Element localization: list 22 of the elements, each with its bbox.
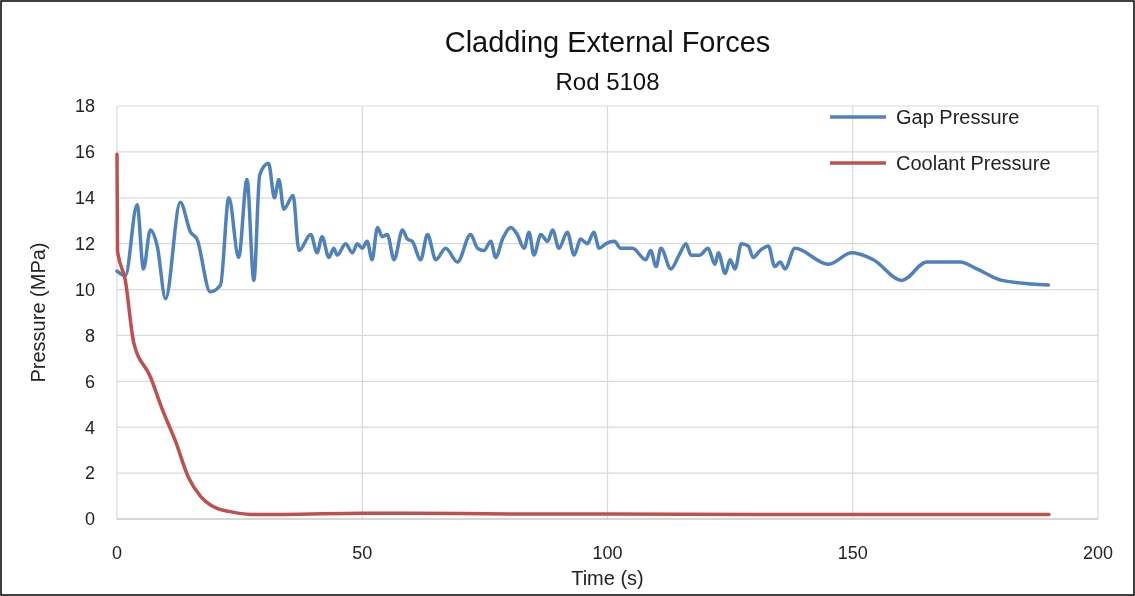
y-axis-title: Pressure (MPa) [27, 242, 49, 383]
y-tick-label: 18 [74, 96, 95, 117]
y-tick-label: 0 [84, 509, 95, 530]
y-tick-label: 14 [74, 188, 95, 209]
x-tick-label: 100 [592, 543, 623, 563]
legend-label: Gap Pressure [896, 106, 1020, 128]
x-tick-label: 50 [352, 543, 373, 563]
y-tick-label: 10 [74, 279, 95, 300]
legend-label: Coolant Pressure [896, 152, 1051, 174]
x-tick-label: 150 [837, 543, 868, 563]
chart-title: Cladding External Forces [444, 26, 771, 58]
y-tick-label: 8 [84, 325, 95, 346]
y-tick-label: 12 [74, 233, 95, 254]
line-series [115, 152, 1051, 517]
y-tick-label: 2 [84, 463, 95, 484]
y-tick-label: 16 [74, 142, 95, 163]
x-axis-title: Time (s) [571, 567, 644, 589]
chart-subtitle: Rod 5108 [555, 68, 660, 95]
x-tick-label: 200 [1082, 543, 1114, 563]
y-tick-label: 4 [84, 417, 95, 438]
x-tick-label: 0 [111, 543, 123, 563]
y-tick-label: 6 [84, 371, 95, 392]
